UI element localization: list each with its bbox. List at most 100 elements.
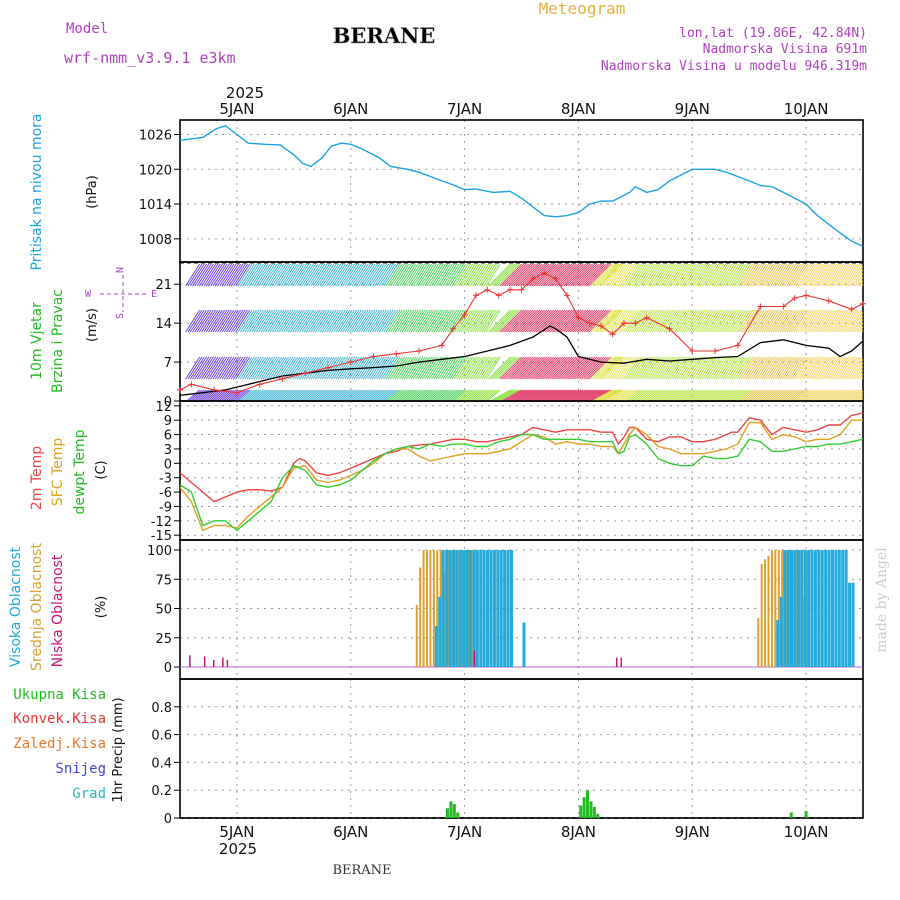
cloud-high-bar [848, 582, 852, 667]
wind-barb [426, 309, 442, 333]
wind-barb [822, 309, 838, 333]
bottom-year-label: 2025 [219, 840, 257, 858]
wind-gust-marker [541, 270, 548, 277]
wind-barb [738, 356, 754, 380]
wind-barb [859, 279, 863, 287]
wind-barb [807, 389, 822, 401]
wind-barb [210, 309, 226, 333]
wind-barb [740, 263, 756, 287]
wind-barb [533, 263, 557, 287]
wind-barb [333, 309, 349, 333]
wind-barb [805, 389, 820, 401]
wind-barb [315, 389, 330, 401]
wind-barb [485, 309, 501, 333]
wind-barb [747, 309, 763, 333]
wind-barb [795, 356, 811, 380]
wind-barb [822, 356, 838, 380]
cloud-high-bar [776, 620, 780, 667]
wind-barb [531, 263, 555, 287]
wind-barb [815, 309, 831, 333]
wind-barb [283, 263, 299, 287]
wind-barb [747, 263, 763, 287]
wind-barb [385, 309, 401, 333]
dewpt-label: dewpt Temp [72, 429, 88, 514]
pressure-unit: (hPa) [85, 175, 100, 209]
wind-barb [322, 389, 337, 401]
wind-barb [417, 263, 433, 287]
wind-barb [482, 389, 496, 401]
wind-barb [781, 263, 797, 287]
wind-barb [237, 263, 253, 287]
wind-barb [834, 389, 849, 401]
pressure-ytick-label: 1014 [139, 198, 172, 213]
wind-barb [468, 389, 483, 401]
wind-speed-line [179, 325, 864, 397]
wind-barb [524, 356, 548, 380]
wind-barb [722, 263, 738, 287]
wind-barb [214, 356, 230, 380]
wind-barb [344, 309, 360, 333]
wind-barb [556, 356, 580, 380]
wind-barb [424, 263, 440, 287]
wind-barb [272, 389, 287, 401]
wind-barb [859, 372, 863, 380]
wind-barb [763, 356, 779, 380]
wind-barb [449, 356, 465, 380]
wind-barb [827, 309, 843, 333]
wind-barb [797, 356, 813, 380]
wind-barb [353, 263, 369, 287]
wind-barb [520, 263, 543, 287]
wind-barb [733, 356, 749, 380]
temperature-ytick-label: -15 [151, 529, 172, 544]
wind-barb [581, 309, 605, 333]
wind-barb [326, 309, 342, 333]
wind-barb [297, 389, 312, 401]
pressure-labels: Pritisak na nivou mora (hPa) [29, 113, 100, 270]
wind-barb [280, 263, 296, 287]
wind-barb [494, 263, 518, 287]
wind-barb [463, 356, 478, 380]
wind-barb [620, 263, 635, 287]
wind-barb [752, 263, 768, 287]
wind-barb [802, 263, 818, 287]
wind-barb [847, 263, 863, 287]
wind-barb [559, 389, 582, 401]
wind-barb [661, 309, 676, 333]
wind-barb [365, 263, 380, 287]
wind-barb [513, 263, 536, 287]
wind-barb [508, 263, 532, 287]
wind-barb [674, 309, 690, 333]
wind-barb [526, 309, 550, 333]
wind-gust-marker [552, 275, 559, 282]
wind-barb [497, 263, 520, 287]
wind-barb [319, 263, 335, 287]
wind-barb [732, 389, 747, 401]
cloud-high-bar [807, 550, 811, 667]
wind-barb [665, 263, 681, 287]
wind-barb [706, 263, 722, 287]
cloud-low-bar [222, 657, 224, 667]
wind-barb [718, 389, 733, 401]
wind-barb [492, 263, 516, 287]
wind-barb [816, 389, 831, 401]
wind-barb [542, 263, 566, 287]
wind-barb [784, 263, 799, 287]
wind-barb [673, 389, 688, 401]
wind-barb [802, 356, 818, 380]
wind-barb [208, 263, 223, 287]
cloud-high-bar [813, 550, 817, 667]
wind-barb [674, 263, 690, 287]
wind-barb [457, 389, 471, 401]
wind-gust-marker [438, 342, 445, 349]
wind-barb [721, 389, 736, 401]
wind-barb [848, 389, 863, 401]
cloud-high-bar [438, 596, 442, 667]
wind-barb [739, 389, 754, 401]
wind-barb [436, 389, 451, 401]
wind-barb [616, 389, 631, 401]
wind-barb [406, 356, 421, 380]
wind-barb [255, 309, 271, 333]
wind-barb [846, 389, 861, 401]
wind-barb [820, 263, 836, 287]
cloud-high-bar [509, 550, 513, 667]
